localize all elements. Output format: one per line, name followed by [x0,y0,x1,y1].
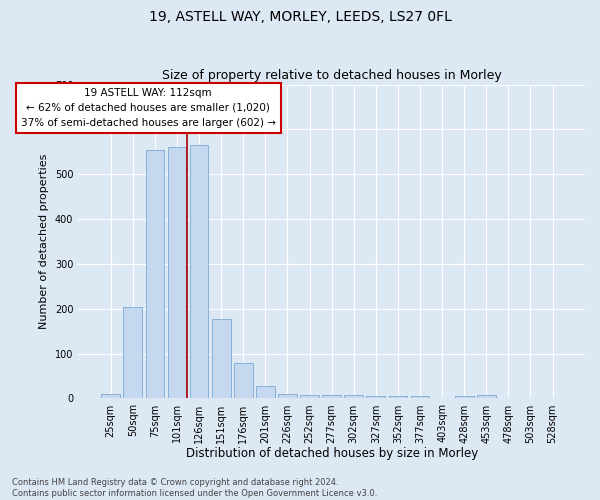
X-axis label: Distribution of detached houses by size in Morley: Distribution of detached houses by size … [185,447,478,460]
Bar [101,394,120,398]
Text: 19, ASTELL WAY, MORLEY, LEEDS, LS27 0FL: 19, ASTELL WAY, MORLEY, LEEDS, LS27 0FL [149,10,451,24]
Bar [322,396,341,398]
Bar [234,364,253,398]
Bar [278,394,297,398]
Bar [477,396,496,398]
Bar [367,396,385,398]
Bar [167,148,187,398]
Bar [300,396,319,398]
Bar [212,318,230,398]
Text: 19 ASTELL WAY: 112sqm
← 62% of detached houses are smaller (1,020)
37% of semi-d: 19 ASTELL WAY: 112sqm ← 62% of detached … [21,88,276,128]
Bar [389,396,407,398]
Bar [344,396,363,398]
Text: Contains HM Land Registry data © Crown copyright and database right 2024.
Contai: Contains HM Land Registry data © Crown c… [12,478,377,498]
Bar [124,308,142,398]
Bar [256,386,275,398]
Title: Size of property relative to detached houses in Morley: Size of property relative to detached ho… [162,69,502,82]
Y-axis label: Number of detached properties: Number of detached properties [40,154,49,329]
Bar [455,396,473,398]
Bar [190,145,208,399]
Bar [410,396,430,398]
Bar [146,150,164,398]
